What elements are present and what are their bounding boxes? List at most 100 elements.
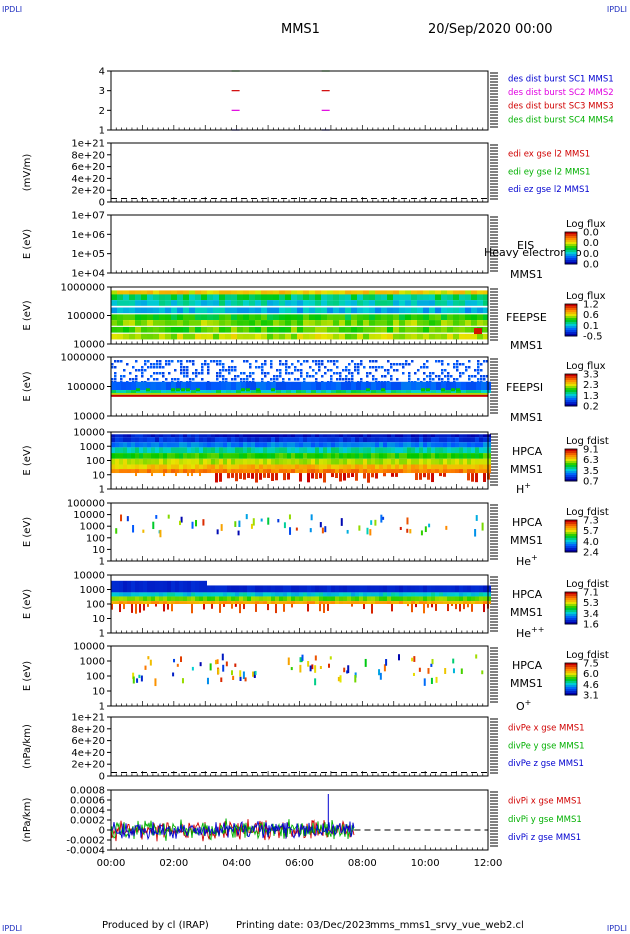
spectrogram-cell [132, 366, 135, 369]
spectrogram-cell [330, 360, 333, 363]
spectrogram-cell [207, 434, 211, 438]
spectrogram-cell [155, 442, 159, 448]
spectrogram-cell [451, 447, 455, 454]
spectrogram-cell [267, 307, 273, 314]
spectrogram-cell [289, 527, 292, 535]
spectrogram-cell [379, 437, 383, 443]
y-tick-label: 10000 [73, 642, 105, 653]
spectrogram-cell [477, 360, 480, 363]
spectrogram-cell [363, 458, 367, 465]
colorbar-swatch [565, 663, 577, 666]
spectrogram-cell [415, 592, 419, 597]
colorbar-swatch [565, 248, 577, 251]
spectrogram-cell [435, 596, 439, 602]
spectrogram-cell [336, 366, 339, 369]
spectrogram-cell [429, 314, 435, 321]
spectrogram-cell [297, 378, 300, 381]
spectrogram-cell [181, 381, 186, 391]
spectrogram-cell [263, 447, 267, 454]
spectrogram-cell [381, 314, 387, 321]
spectrogram-cell [369, 333, 375, 340]
spectrogram-cell [443, 447, 447, 454]
y-tick-label: 6e+20 [71, 736, 105, 747]
spectrogram-cell [207, 464, 211, 470]
spectrogram-cell [441, 320, 447, 326]
spectrogram-cell [427, 585, 431, 593]
spectrogram-cell [467, 473, 470, 481]
spectrogram-cell [291, 300, 297, 306]
spectrogram-cell [115, 434, 119, 438]
spectrogram-cell [127, 458, 131, 465]
spectrogram-cell [123, 300, 129, 306]
spectrogram-cell [387, 300, 393, 306]
spectrogram-cell [407, 453, 411, 459]
spectrogram-cell [369, 326, 375, 333]
spectrogram-cell [339, 314, 345, 321]
spectrogram-cell [271, 437, 275, 443]
spectrogram-cell [327, 592, 331, 597]
spectrogram-cell [135, 437, 139, 443]
spectrogram-cell [321, 300, 327, 306]
spectrogram-cell [243, 464, 247, 470]
spectrogram-cell [261, 333, 267, 340]
spectrogram-cell [246, 375, 249, 378]
colorbar-swatch [565, 598, 577, 601]
spectrogram-cell [141, 326, 147, 333]
panel-border [110, 502, 489, 562]
spectrogram-cell [211, 381, 216, 391]
spectrogram-cell [127, 453, 131, 459]
spectrogram-cell [379, 442, 383, 448]
spectrogram-cell [327, 360, 330, 363]
spectrogram-cell [417, 320, 423, 326]
spectrogram-cell [189, 290, 195, 297]
spectrogram-cell [279, 314, 285, 321]
colorbar-tick-label: 0.0 [583, 260, 599, 271]
spectrogram-cell [408, 363, 411, 366]
spectrogram-cell [311, 453, 315, 459]
spectrogram-cell [435, 326, 441, 333]
spectrogram-cell [276, 381, 281, 391]
spectrogram-cell [195, 300, 201, 306]
colorbar-tick-label: 0.6 [583, 310, 599, 321]
spectrogram-cell [255, 326, 261, 333]
spectrogram-cell [312, 369, 315, 372]
spectrogram-cell [177, 360, 180, 363]
spectrogram-cell [447, 294, 453, 301]
spectrogram-cell [426, 381, 431, 391]
spectrogram-cell [120, 360, 123, 363]
colorbar-frame [564, 448, 578, 482]
spectrogram-cell [211, 592, 215, 597]
spectrogram-cell [294, 369, 297, 372]
spectrogram-cell [471, 447, 475, 454]
spectrogram-cell [319, 585, 323, 593]
spectrogram-cell [480, 375, 483, 378]
spectrogram-cell [309, 307, 315, 314]
spectrogram-cell [471, 307, 477, 314]
spectrogram-cell [167, 447, 171, 454]
spectrogram-cell [399, 442, 403, 448]
spectrogram-cell [411, 333, 417, 340]
spectrogram-cell [283, 453, 287, 459]
spectrogram-cell [119, 434, 123, 438]
spectrogram-cell [261, 366, 264, 369]
spectrogram-cell [407, 469, 411, 474]
spectrogram-cell [177, 378, 180, 381]
spectrogram-cell [183, 437, 187, 443]
spectrogram-cell [479, 596, 483, 602]
spectrogram-cell [288, 514, 291, 520]
spectrogram-cell [241, 390, 246, 393]
spectrogram-cell [387, 469, 391, 474]
spectrogram-cell [347, 434, 351, 438]
spectrogram-cell [261, 300, 267, 306]
spectrogram-cell [369, 320, 375, 326]
spectrogram-cell [357, 307, 363, 314]
colorbar-tick-label: 2.4 [583, 548, 599, 559]
spectrogram-cell [347, 447, 351, 454]
spectrogram-cell [143, 469, 147, 474]
spectrogram-cell [366, 372, 369, 375]
colorbar-swatch [565, 384, 577, 387]
spectrogram-cell [384, 375, 387, 378]
colorbar-tick-label: 4.6 [583, 680, 599, 691]
colorbar-swatch [565, 332, 577, 335]
spectrogram-cell [319, 592, 323, 597]
